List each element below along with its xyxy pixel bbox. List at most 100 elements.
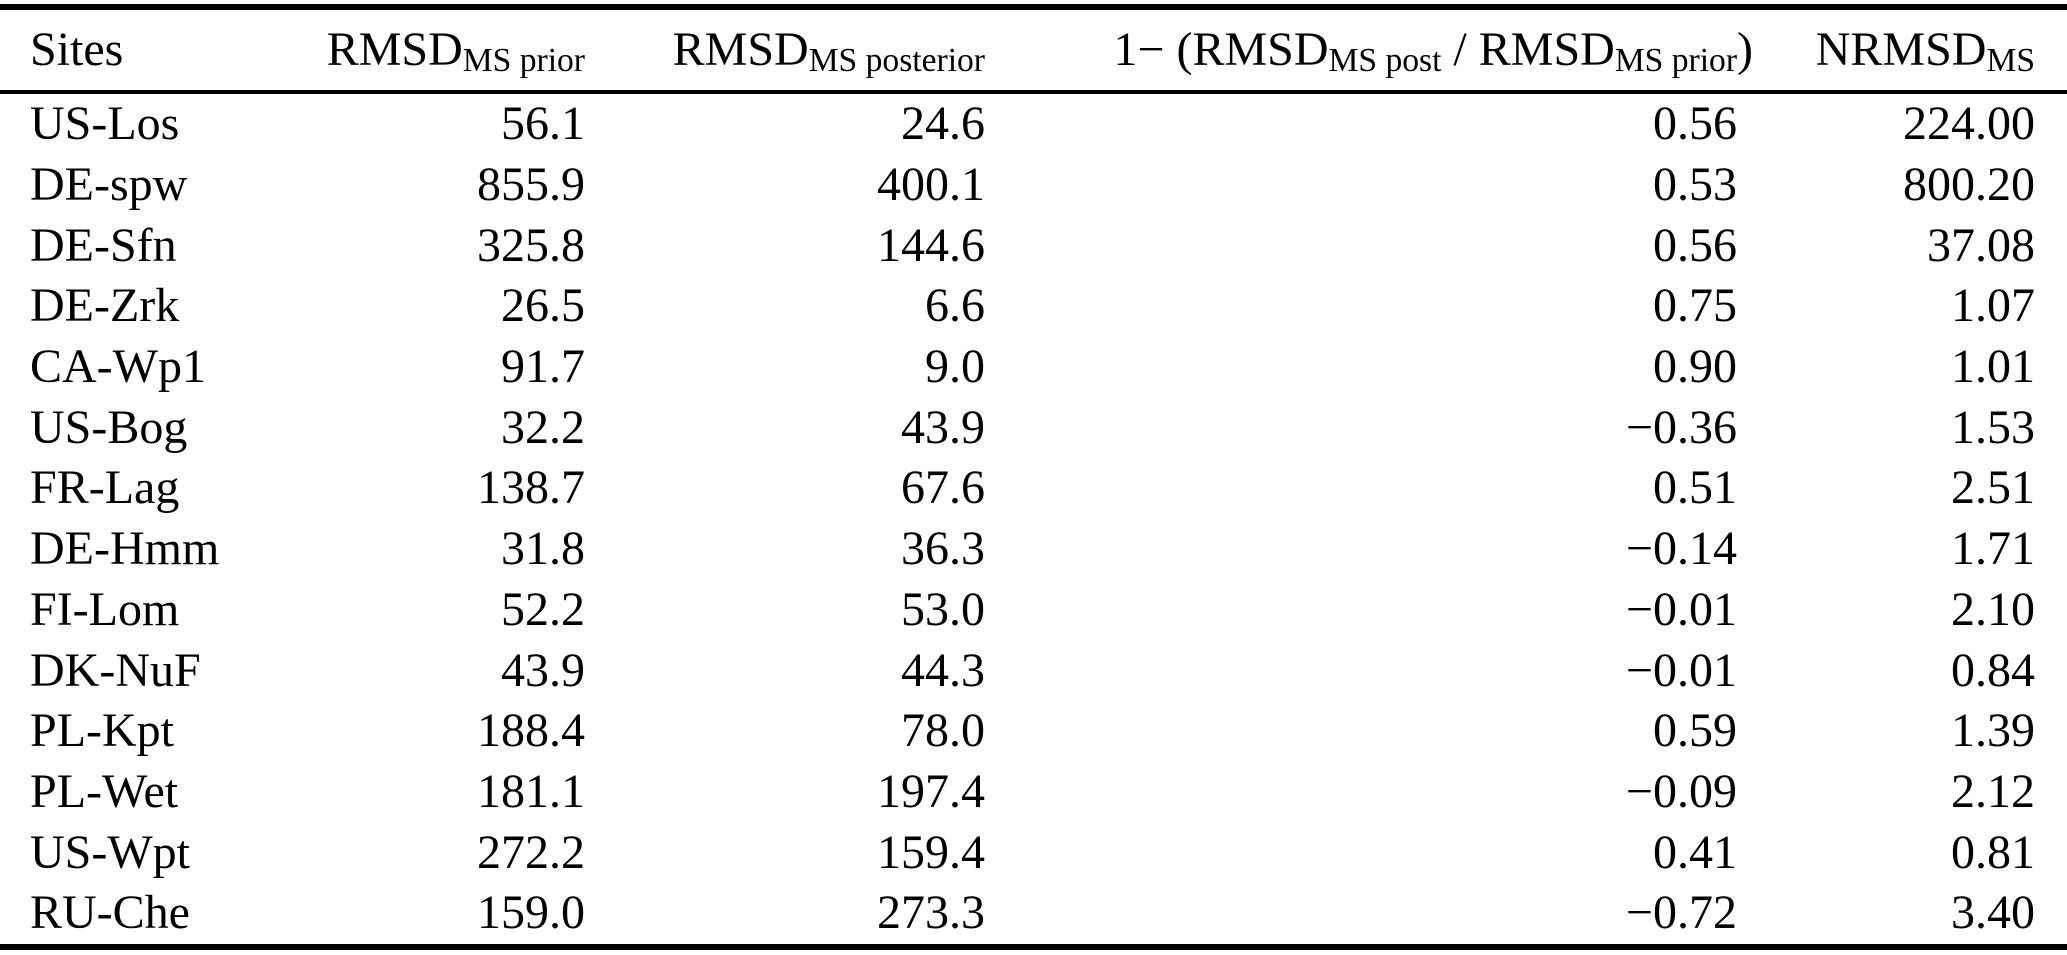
rmsd_posterior-cell: 400.1 [877,158,985,212]
rmsd_posterior-cell: 24.6 [901,97,985,151]
rmsd_prior-cell: 138.7 [477,461,585,515]
col-header-rmsd_prior: RMSDMS prior [300,7,585,94]
table-row: FR-Lag 138.7 67.6 0.51 2.51 [0,458,2067,519]
header-subscript: MS [1986,42,2035,80]
header-text: ) [1737,23,1753,76]
improvement-cell: 0.59 [1653,704,1737,758]
rmsd_posterior-cell: 6.6 [925,279,985,333]
improvement-cell: −0.36 [1625,400,1737,454]
site-cell: CA-Wp1 [30,340,206,394]
improvement-cell: 0.53 [1653,158,1737,212]
nrmsd-cell: 2.10 [1951,582,2035,636]
rmsd_posterior-cell: 159.4 [877,825,985,879]
nrmsd-cell: 1.39 [1951,704,2035,758]
table-row: DK-NuF 43.9 44.3 −0.01 0.84 [0,640,2067,701]
improvement-cell: −0.01 [1625,582,1737,636]
improvement-cell: −0.14 [1625,522,1737,576]
nrmsd-cell: 1.01 [1951,340,2035,394]
site-cell: PL-Kpt [30,704,174,758]
table-row: DE-spw 855.9 400.1 0.53 800.20 [0,155,2067,216]
improvement-cell: 0.75 [1653,279,1737,333]
table-row: PL-Wet 181.1 197.4 −0.09 2.12 [0,762,2067,823]
site-cell: PL-Wet [30,764,179,818]
improvement-cell: −0.09 [1625,764,1737,818]
rmsd_prior-cell: 43.9 [501,643,585,697]
improvement-cell: 0.56 [1653,97,1737,151]
rmsd_prior-cell: 32.2 [501,400,585,454]
table-row: RU-Che 159.0 273.3 −0.72 3.40 [0,883,2067,947]
header-subscript: MS prior [1614,42,1738,80]
rmsd_posterior-cell: 9.0 [925,340,985,394]
header-text: / RMSD [1441,23,1615,76]
nrmsd-cell: 0.84 [1951,643,2035,697]
improvement-cell: 0.56 [1653,218,1737,272]
nrmsd-cell: 1.53 [1951,400,2035,454]
rmsd_prior-cell: 26.5 [501,279,585,333]
site-cell: US-Bog [30,400,188,454]
site-cell: RU-Che [30,886,190,940]
table-row: DE-Zrk 26.5 6.6 0.75 1.07 [0,276,2067,337]
improvement-cell: 0.90 [1653,340,1737,394]
nrmsd-cell: 2.12 [1951,764,2035,818]
site-cell: DE-Hmm [30,522,220,576]
site-cell: DE-Sfn [30,218,177,272]
header-subscript: MS posterior [808,42,985,80]
rmsd_posterior-cell: 78.0 [901,704,985,758]
rmsd_posterior-cell: 36.3 [901,522,985,576]
site-cell: FI-Lom [30,582,180,636]
table-row: US-Wpt 272.2 159.4 0.41 0.81 [0,822,2067,883]
rmsd_prior-cell: 181.1 [477,764,585,818]
paper-table-figure: Sites RMSDMS prior RMSDMS posterior 1− (RMS… [0,4,2067,955]
nrmsd-cell: 3.40 [1951,886,2035,940]
table-row: FI-Lom 52.2 53.0 −0.01 2.10 [0,580,2067,641]
improvement-cell: −0.72 [1625,886,1737,940]
rmsd_posterior-cell: 53.0 [901,582,985,636]
table-row: DE-Hmm 31.8 36.3 −0.14 1.71 [0,519,2067,580]
header-subscript: MS prior [462,42,585,80]
header-text: RMSD [326,23,463,76]
nrmsd-cell: 800.20 [1903,158,2035,212]
site-cell: FR-Lag [30,461,180,515]
col-header-rmsd_posterior: RMSDMS posterior [585,7,985,94]
nrmsd-cell: 1.71 [1951,522,2035,576]
site-cell: US-Wpt [30,825,190,879]
rmsd_prior-cell: 56.1 [501,97,585,151]
table-row: PL-Kpt 188.4 78.0 0.59 1.39 [0,701,2067,762]
rmsd_posterior-cell: 273.3 [877,886,985,940]
rmsd_posterior-cell: 144.6 [877,218,985,272]
header-text: NRMSD [1815,23,1987,76]
col-header-improvement: 1− (RMSDMS post / RMSDMS prior) [985,7,1753,94]
rmsd_prior-cell: 159.0 [477,886,585,940]
results-table: Sites RMSDMS prior RMSDMS posterior 1− (RMS… [0,4,2067,950]
header-text: RMSD [672,23,809,76]
table-header-row: Sites RMSDMS prior RMSDMS posterior 1− (RMS… [0,7,2067,94]
col-header-nrmsd: NRMSDMS [1753,7,2067,94]
site-cell: DK-NuF [30,643,201,697]
nrmsd-cell: 2.51 [1951,461,2035,515]
improvement-cell: 0.41 [1653,825,1737,879]
site-cell: US-Los [30,97,180,151]
rmsd_prior-cell: 31.8 [501,522,585,576]
col-header-sites: Sites [0,7,300,94]
nrmsd-cell: 1.07 [1951,279,2035,333]
rmsd_prior-cell: 52.2 [501,582,585,636]
rmsd_posterior-cell: 67.6 [901,461,985,515]
table-row: DE-Sfn 325.8 144.6 0.56 37.08 [0,215,2067,276]
site-cell: DE-Zrk [30,279,180,333]
rmsd_prior-cell: 91.7 [501,340,585,394]
header-subscript: MS post [1328,42,1442,80]
rmsd_posterior-cell: 44.3 [901,643,985,697]
rmsd_prior-cell: 325.8 [477,218,585,272]
table-body: US-Los 56.1 24.6 0.56 224.00 DE-spw 855.9 400.1… [0,92,2067,947]
nrmsd-cell: 0.81 [1951,825,2035,879]
rmsd_prior-cell: 272.2 [477,825,585,879]
rmsd_prior-cell: 855.9 [477,158,585,212]
table-row: US-Los 56.1 24.6 0.56 224.00 [0,92,2067,155]
improvement-cell: −0.01 [1625,643,1737,697]
table-row: US-Bog 32.2 43.9 −0.36 1.53 [0,397,2067,458]
site-cell: DE-spw [30,158,188,212]
nrmsd-cell: 37.08 [1927,218,2035,272]
table-header: Sites RMSDMS prior RMSDMS posterior 1− (RMS… [0,7,2067,94]
improvement-cell: 0.51 [1653,461,1737,515]
nrmsd-cell: 224.00 [1903,97,2035,151]
